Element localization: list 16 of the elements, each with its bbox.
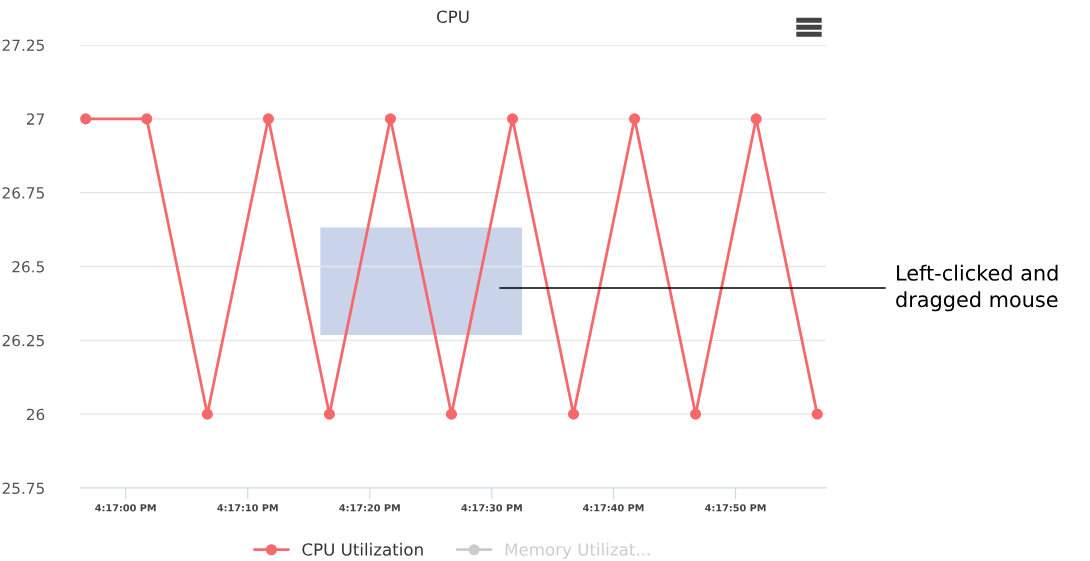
legend-label: CPU Utilization xyxy=(302,542,423,556)
y-tick-label: 26.75 xyxy=(2,187,44,199)
text: Left-clicked and dragged mouse xyxy=(896,264,1058,312)
x-tick-label: 4:17:00 PM xyxy=(95,504,156,512)
x-tick-label: 4:17:20 PM xyxy=(339,504,400,512)
x-tick-label: 4:17:10 PM xyxy=(217,504,278,512)
chart-title: CPU xyxy=(436,10,469,24)
y-tick-label: 26.5 xyxy=(12,260,44,273)
x-tick-label: 4:17:30 PM xyxy=(461,504,522,512)
y-tick-label: 26.25 xyxy=(2,334,44,347)
x-tick-label: 4:17:50 PM xyxy=(705,504,766,512)
x-tick-label: 4:17:40 PM xyxy=(583,504,644,512)
y-tick-label: 27 xyxy=(26,113,44,125)
y-tick-label: 27.25 xyxy=(2,39,44,52)
y-tick-label: 25.75 xyxy=(2,482,44,495)
y-tick-label: 26 xyxy=(26,408,45,421)
